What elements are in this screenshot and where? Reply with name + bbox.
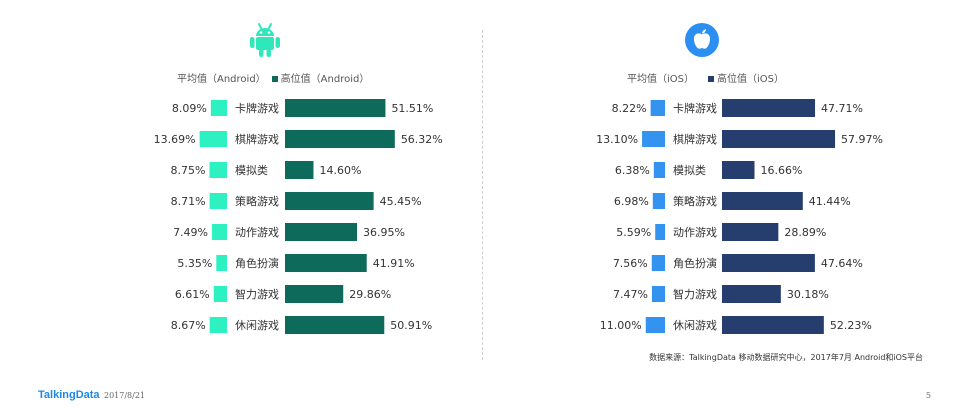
avg-value-label: 11.00%: [600, 319, 642, 332]
category-label: 休闲游戏: [235, 318, 279, 332]
android-panel: 平均值（Android） 高位值（Android） 8.09% 卡牌游戏 51.51%…: [0, 0, 482, 370]
category-label: 模拟类: [235, 163, 268, 177]
high-bar: [722, 192, 803, 210]
avg-value-label: 13.10%: [596, 133, 638, 146]
android-robot-icon: [250, 23, 280, 57]
high-bar: [722, 254, 815, 272]
avg-bar: [213, 286, 227, 302]
legend-ios-high: 高位值（iOS）: [717, 74, 784, 85]
avg-bar: [650, 100, 665, 116]
category-label: 智力游戏: [235, 287, 279, 301]
footer-date: 2017/8/21: [104, 391, 146, 400]
category-label: 卡牌游戏: [673, 101, 717, 115]
category-label: 动作游戏: [235, 226, 279, 239]
avg-value-label: 8.22%: [612, 102, 647, 115]
ios-panel: 平均值（iOS） 高位值（iOS） 8.22% 卡牌游戏 47.71% 13.10% 棋牌…: [483, 0, 965, 370]
high-bar: [285, 223, 358, 241]
avg-value-label: 7.56%: [613, 257, 648, 270]
avg-value-label: 8.09%: [172, 102, 207, 115]
avg-value-label: 6.38%: [615, 164, 650, 177]
category-label: 动作游戏: [673, 226, 717, 239]
category-label: 角色扮演: [673, 256, 717, 270]
high-bar: [722, 130, 836, 148]
avg-bar: [209, 317, 227, 333]
avg-value-label: 8.67%: [171, 319, 206, 332]
avg-bar: [216, 255, 227, 271]
category-label: 策略游戏: [235, 194, 279, 208]
avg-value-label: 6.61%: [175, 288, 210, 301]
page-number: 5: [925, 391, 931, 400]
data-source-note: 数据来源：TalkingData 移动数据研究中心，2017年7月 Androi…: [649, 353, 923, 362]
avg-value-label: 13.69%: [154, 133, 196, 146]
high-value-label: 28.89%: [784, 226, 826, 239]
high-value-label: 30.18%: [787, 288, 829, 301]
avg-bar: [645, 317, 665, 333]
avg-value-label: 6.98%: [614, 195, 649, 208]
legend-ios-avg: 平均值（iOS）: [627, 74, 694, 85]
category-label: 策略游戏: [673, 194, 717, 208]
high-value-label: 36.95%: [363, 226, 405, 239]
avg-bar: [212, 224, 227, 240]
avg-bar: [651, 255, 665, 271]
high-value-label: 52.23%: [830, 319, 872, 332]
high-value-label: 29.86%: [349, 288, 391, 301]
category-label: 棋牌游戏: [673, 132, 717, 146]
category-label: 卡牌游戏: [235, 101, 279, 115]
high-value-label: 14.60%: [319, 164, 361, 177]
high-value-label: 41.44%: [809, 195, 851, 208]
avg-bar: [655, 224, 665, 240]
high-bar: [285, 254, 367, 272]
avg-bar: [651, 286, 665, 302]
high-value-label: 47.71%: [821, 102, 863, 115]
avg-bar: [199, 131, 227, 147]
high-bar: [285, 99, 386, 117]
high-value-label: 45.45%: [380, 195, 422, 208]
high-value-label: 47.64%: [821, 257, 863, 270]
brand-logo: TalkingData: [38, 389, 100, 401]
high-value-label: 57.97%: [841, 133, 883, 146]
panel-divider: [482, 30, 483, 360]
legend-android-high: 高位值（Android）: [280, 74, 370, 85]
high-bar: [285, 316, 385, 334]
high-bar: [285, 285, 344, 303]
high-value-label: 41.91%: [373, 257, 415, 270]
android-legend: 平均值（Android） 高位值（Android）: [177, 70, 369, 85]
avg-bar: [653, 162, 665, 178]
avg-bar: [210, 100, 227, 116]
avg-value-label: 8.71%: [171, 195, 206, 208]
high-bar: [722, 285, 781, 303]
high-value-label: 16.66%: [760, 164, 802, 177]
avg-value-label: 7.49%: [173, 226, 208, 239]
high-value-label: 56.32%: [401, 133, 443, 146]
high-value-label: 51.51%: [391, 102, 433, 115]
legend-android-avg: 平均值（Android）: [177, 74, 266, 85]
apple-icon: [685, 23, 719, 57]
avg-value-label: 8.75%: [171, 164, 206, 177]
ios-legend: 平均值（iOS） 高位值（iOS）: [627, 70, 784, 85]
high-bar: [722, 316, 824, 334]
high-bar: [722, 99, 816, 117]
ios-bar-chart: 8.22% 卡牌游戏 47.71% 13.10% 棋牌游戏 57.97% 6.38% 模拟类 1…: [596, 99, 883, 334]
avg-value-label: 5.35%: [177, 257, 212, 270]
avg-value-label: 7.47%: [613, 288, 648, 301]
high-bar: [285, 192, 374, 210]
category-label: 休闲游戏: [673, 318, 717, 332]
category-label: 角色扮演: [235, 256, 279, 270]
avg-bar: [209, 162, 227, 178]
high-bar: [722, 223, 779, 241]
category-label: 模拟类: [673, 163, 706, 177]
category-label: 棋牌游戏: [235, 132, 279, 146]
high-bar: [285, 161, 314, 179]
high-value-label: 50.91%: [390, 319, 432, 332]
legend-android-high-swatch: [271, 75, 278, 82]
legend-ios-high-swatch: [708, 75, 714, 82]
high-bar: [722, 161, 755, 179]
high-bar: [285, 130, 395, 148]
category-label: 智力游戏: [673, 287, 717, 301]
avg-bar: [642, 131, 665, 147]
avg-value-label: 5.59%: [616, 226, 651, 239]
avg-bar: [209, 193, 227, 209]
android-bar-chart: 8.09% 卡牌游戏 51.51% 13.69% 棋牌游戏 56.32% 8.75% 模拟类 1…: [154, 99, 443, 334]
avg-bar: [652, 193, 665, 209]
